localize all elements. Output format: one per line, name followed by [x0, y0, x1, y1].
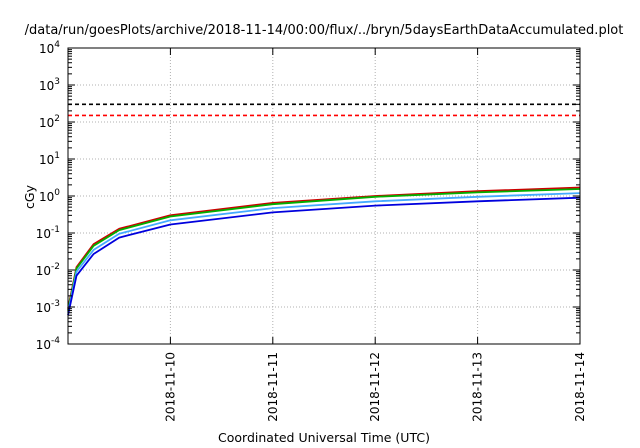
y-tick-label: 10-1: [36, 225, 60, 241]
x-tick-label: 2018-11-12: [368, 352, 382, 422]
y-tick-label: 10-4: [36, 336, 61, 352]
series-line: [67, 192, 581, 313]
y-tick-label: 100: [39, 188, 60, 204]
y-tick-label: 103: [39, 77, 60, 93]
y-tick-label: 102: [39, 114, 60, 130]
x-axis-label: Coordinated Universal Time (UTC): [218, 430, 430, 445]
chart-title: /data/run/goesPlots/archive/2018-11-14/0…: [25, 23, 624, 38]
y-axis-label: cGy: [22, 184, 37, 209]
y-tick-label: 10-2: [36, 262, 60, 278]
y-tick-label: 104: [39, 40, 60, 56]
x-tick-label: 2018-11-11: [266, 352, 280, 422]
series-line: [67, 196, 581, 316]
y-tick-label: 101: [39, 151, 60, 167]
y-tick-label: 10-3: [36, 299, 60, 315]
x-tick-label: 2018-11-10: [163, 352, 177, 422]
x-tick-label: 2018-11-14: [573, 352, 587, 422]
series-line: [67, 188, 581, 311]
x-tick-label: 2018-11-13: [471, 352, 485, 422]
plot-frame: [67, 47, 581, 345]
series-line: [67, 186, 581, 309]
